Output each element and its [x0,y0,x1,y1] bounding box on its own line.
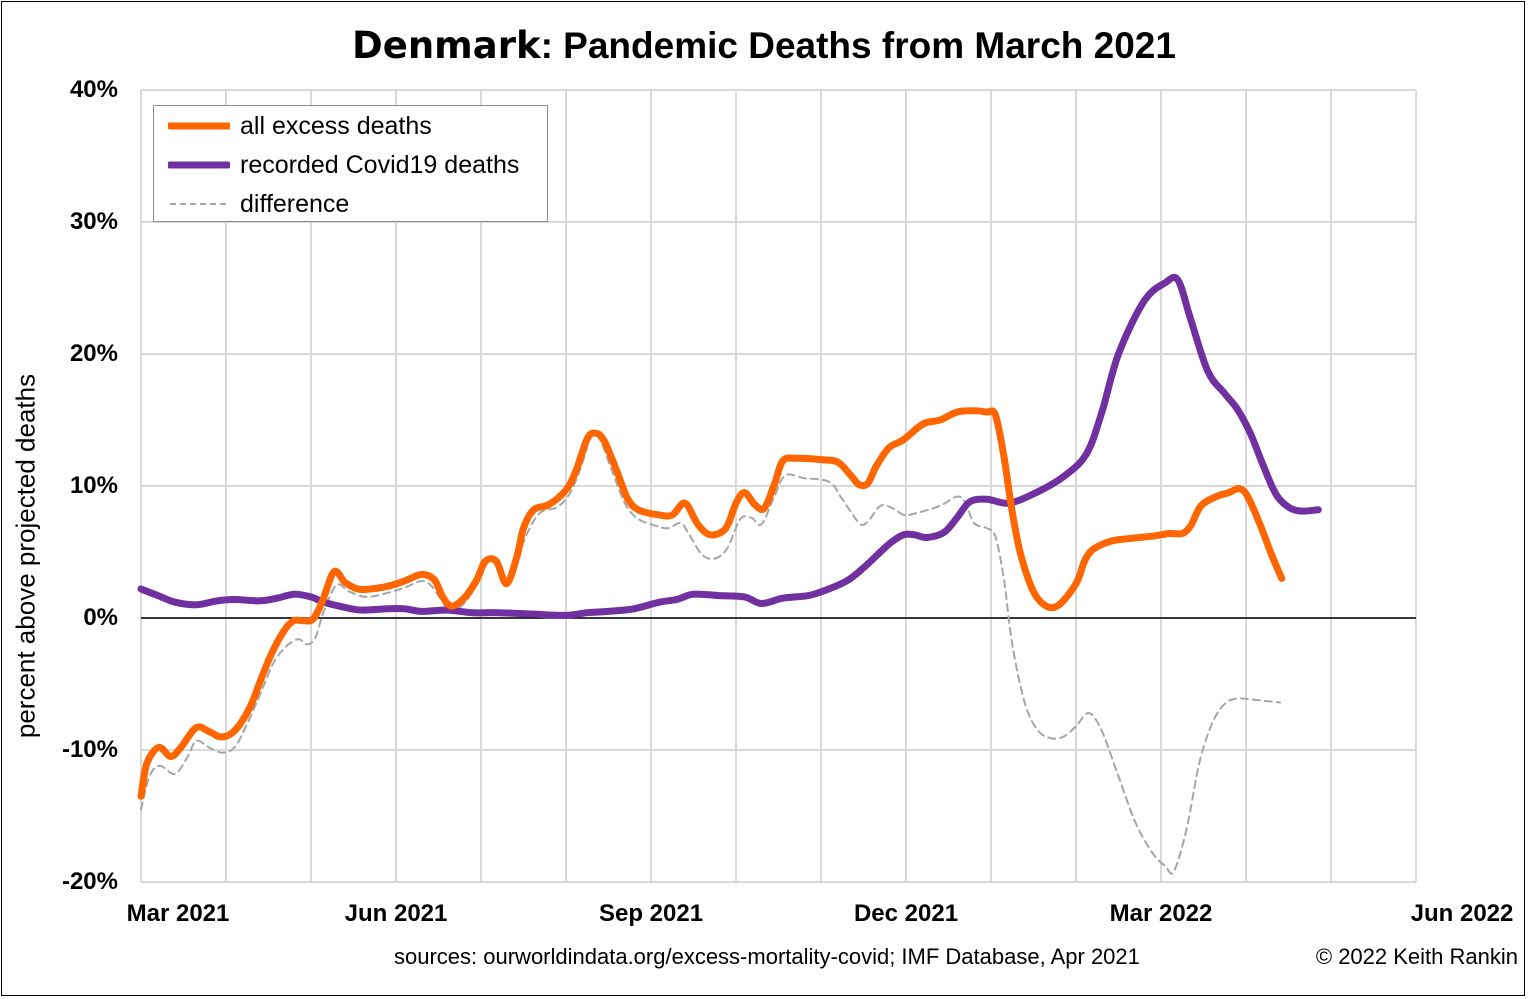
series-line-difference [140,432,1281,875]
legend-item-difference: difference [168,189,349,219]
copyright-note: © 2022 Keith Rankin [1315,944,1518,969]
title-country: Denmark [352,24,541,67]
legend: all excess deaths recorded Covid19 death… [153,105,548,222]
legend-label-excess: all excess deaths [240,111,432,140]
legend-label-difference: difference [240,189,350,218]
x-tick-label: Jun 2022 [1410,900,1514,927]
x-tick-label: Sep 2021 [598,900,704,927]
sources-note: sources: ourworldindata.org/excess-morta… [394,944,1140,969]
legend-item-covid: recorded Covid19 deaths [168,150,519,180]
grid-lines [140,89,1417,883]
series-line-covid [137,273,1322,619]
y-tick-label: 0% [83,604,118,631]
series-line-excess [137,407,1286,800]
legend-swatch-covid [168,161,230,169]
y-tick-label: -10% [61,736,118,763]
x-tick-label: Dec 2021 [853,900,959,927]
legend-item-excess: all excess deaths [168,111,432,141]
legend-swatch-excess [168,122,230,130]
chart-title: Denmark: Pandemic Deaths from March 2021 [0,24,1528,67]
x-tick-label: Mar 2022 [1109,900,1213,927]
legend-swatch-difference [170,203,228,205]
x-tick-label: Jun 2021 [344,900,448,927]
legend-label-covid: recorded Covid19 deaths [240,150,520,179]
y-tick-label: -20% [61,868,118,895]
series-lines [137,273,1322,875]
y-tick-label: 20% [69,340,118,367]
y-tick-label: 10% [69,472,118,499]
x-tick-label: Mar 2021 [126,900,230,927]
y-tick-label: 40% [69,76,118,103]
title-rest: : Pandemic Deaths from March 2021 [540,25,1176,66]
y-tick-label: 30% [69,208,118,235]
